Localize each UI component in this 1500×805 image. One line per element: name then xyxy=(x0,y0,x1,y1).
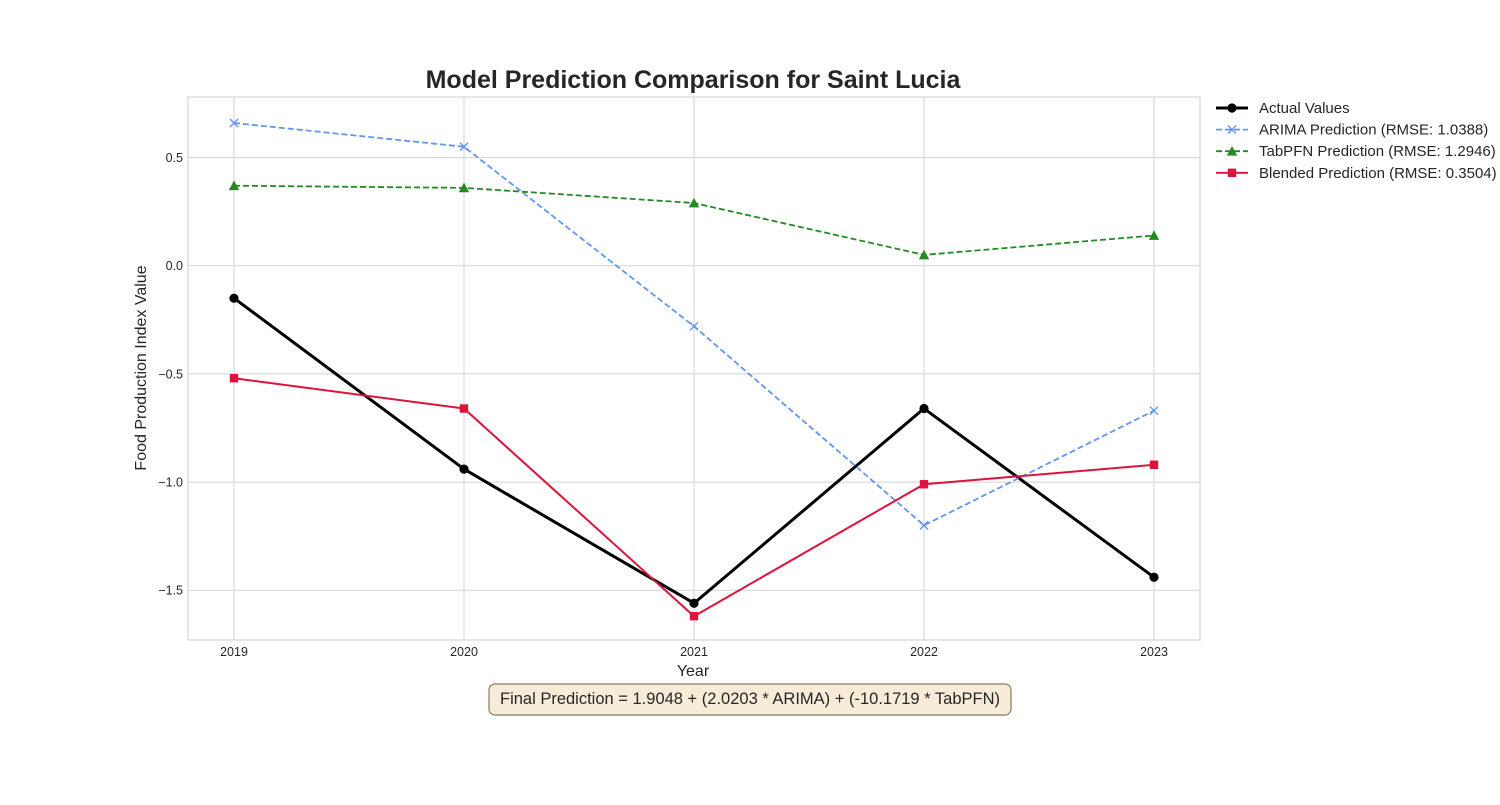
legend-item-tabpfn: TabPFN Prediction (RMSE: 1.2946) xyxy=(1216,143,1496,160)
data-point-arima xyxy=(459,142,469,152)
data-point-actual xyxy=(1149,572,1159,582)
legend-marker-actual xyxy=(1227,103,1237,113)
series-actual xyxy=(229,293,1159,608)
data-point-arima xyxy=(689,321,699,331)
formula-annotation: Final Prediction = 1.9048 + (2.0203 * AR… xyxy=(488,683,1012,716)
y-tick-label: −0.5 xyxy=(158,367,183,381)
x-tick-label: 2023 xyxy=(1140,645,1168,659)
data-point-actual xyxy=(689,598,699,608)
annotation-box xyxy=(488,683,1012,716)
data-point-tabpfn xyxy=(688,197,700,208)
y-tick-label: −1.5 xyxy=(158,584,183,598)
plot-area: 2019 2020 2021 2022 2023 0.5 0.0 −0.5 −1.0 −1.5 xyxy=(158,96,1201,659)
y-tick-label: −1.0 xyxy=(158,476,183,490)
legend-item-arima: ARIMA Prediction (RMSE: 1.0388) xyxy=(1216,122,1488,139)
data-point-actual xyxy=(229,293,239,303)
legend-label-actual: Actual Values xyxy=(1259,100,1350,117)
annotation-text: Final Prediction = 1.9048 + (2.0203 * AR… xyxy=(500,690,1000,708)
data-point-blended xyxy=(919,480,929,489)
legend-marker-blended xyxy=(1227,168,1237,177)
data-point-tabpfn xyxy=(228,180,240,191)
data-point-arima xyxy=(1149,406,1159,416)
legend-item-actual: Actual Values xyxy=(1216,100,1350,117)
data-point-blended xyxy=(229,374,239,383)
series-arima xyxy=(229,118,1159,530)
data-point-tabpfn xyxy=(1148,230,1160,240)
data-point-actual xyxy=(919,403,929,414)
legend: Actual Values ARIMA Prediction (RMSE: 1.0… xyxy=(1216,100,1497,182)
x-axis-label: Year xyxy=(677,663,710,680)
chart-title: Model Prediction Comparison for Saint Lu… xyxy=(426,66,962,94)
legend-label-blended: Blended Prediction (RMSE: 0.3504) xyxy=(1259,165,1497,182)
legend-marker-tabpfn xyxy=(1226,146,1238,156)
data-point-arima xyxy=(919,520,929,530)
x-tick-label: 2019 xyxy=(220,645,248,659)
data-point-tabpfn xyxy=(458,182,470,193)
data-point-blended xyxy=(459,404,469,413)
legend-marker-arima xyxy=(1227,125,1237,135)
data-point-arima xyxy=(229,118,239,128)
data-point-blended xyxy=(689,612,699,621)
legend-item-blended: Blended Prediction (RMSE: 0.3504) xyxy=(1216,165,1497,182)
data-point-blended xyxy=(1149,460,1159,469)
legend-label-arima: ARIMA Prediction (RMSE: 1.0388) xyxy=(1259,122,1488,139)
legend-label-tabpfn: TabPFN Prediction (RMSE: 1.2946) xyxy=(1259,143,1496,160)
x-tick-label: 2022 xyxy=(910,645,938,659)
y-tick-label: 0.5 xyxy=(166,151,183,165)
y-tick-label: 0.0 xyxy=(166,259,183,273)
x-tick-label: 2020 xyxy=(450,645,478,659)
data-point-tabpfn xyxy=(918,249,930,260)
x-tick-label: 2021 xyxy=(680,645,708,659)
y-axis-label: Food Production Index Value xyxy=(133,265,150,470)
series-blended xyxy=(229,374,1159,621)
plot-frame xyxy=(187,96,1201,641)
series-tabpfn xyxy=(228,180,1160,260)
data-point-actual xyxy=(459,464,469,474)
